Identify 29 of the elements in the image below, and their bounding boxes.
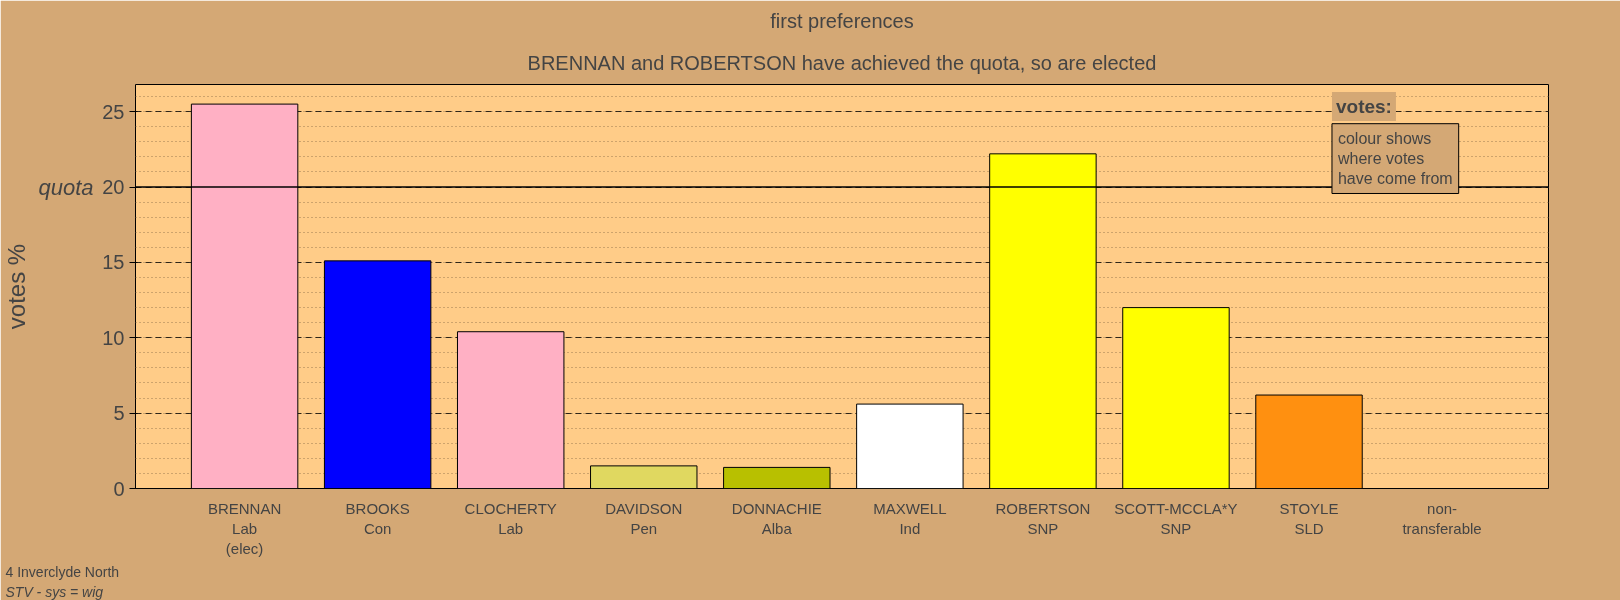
- y-tick-label: 25: [102, 100, 125, 123]
- x-tick-label: ROBERTSON SNP: [995, 499, 1091, 537]
- x-tick-label: CLOCHERTY Lab: [464, 499, 557, 537]
- x-tick-label: STOYLE SLD: [1279, 499, 1339, 537]
- x-tick-label: DONNACHIE Alba: [731, 499, 822, 537]
- bar: [856, 403, 964, 489]
- chart-title: first preferences: [770, 9, 914, 32]
- x-tick-label: SCOTT-MCCLA*Y SNP: [1114, 499, 1238, 537]
- annotation: colour shows where votes have come from: [1336, 129, 1453, 188]
- y-tick-label: 10: [102, 326, 125, 349]
- y-tick-label: 0: [113, 477, 125, 500]
- annotation: votes:: [1335, 96, 1392, 118]
- x-tick-label: BRENNAN Lab (elec): [207, 499, 282, 558]
- y-tick-label: 15: [102, 251, 125, 274]
- bar: [723, 466, 831, 489]
- y-axis-title: votes %: [3, 243, 31, 330]
- bar: [1255, 394, 1363, 489]
- text: STV - sys = wig: [5, 583, 104, 600]
- ref-line-label: quota: [38, 174, 94, 200]
- y-tick-label: 5: [113, 402, 125, 425]
- x-tick-label: DAVIDSON Pen: [605, 499, 683, 537]
- bar: [590, 465, 698, 489]
- bar: [323, 260, 432, 489]
- y-tick-label: 20: [102, 176, 125, 199]
- text: 4 Inverclyde North: [5, 563, 120, 580]
- chart-subtitle: BRENNAN and ROBERTSON have achieved the quota, so are elected: [527, 51, 1157, 74]
- x-tick-label: non- transferable: [1402, 499, 1482, 537]
- x-tick-label: MAXWELL Ind: [873, 499, 947, 537]
- x-tick-label: BROOKS Con: [345, 499, 410, 537]
